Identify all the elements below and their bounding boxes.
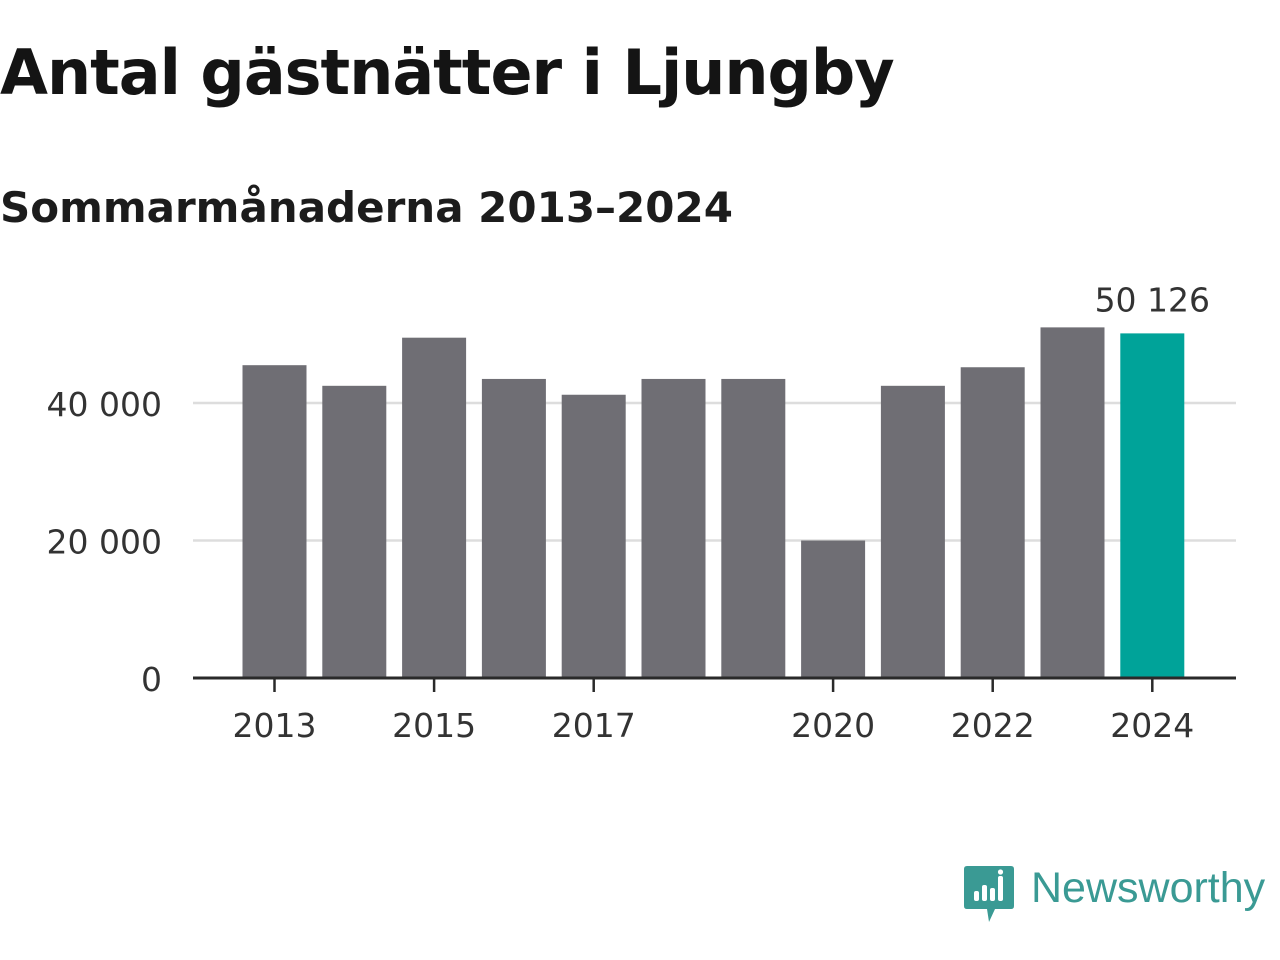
y-tick-label: 0: [141, 660, 162, 699]
x-tick-label: 2024: [1110, 706, 1194, 745]
bar-2022: [960, 367, 1025, 678]
bar-2023: [1040, 327, 1105, 678]
brand-name: Newsworthy: [1031, 864, 1266, 912]
y-axis-ticks: 0 20 000 40 000: [47, 385, 162, 699]
bar-2014: [322, 385, 387, 678]
x-tick-label: 2017: [552, 706, 636, 745]
bar-2020: [801, 540, 866, 678]
y-tick-label: 40 000: [47, 385, 162, 424]
value-labels: 50 126: [1095, 280, 1210, 319]
bar-2018: [641, 378, 706, 678]
bar-2017: [561, 394, 626, 678]
bar-2015: [402, 337, 467, 678]
bar-2024: [1120, 333, 1185, 678]
bar-2019: [721, 378, 786, 678]
chart-title: Antal gästnätter i Ljungby: [0, 36, 895, 109]
bar-chart: 0 20 000 40 000 2013 2015 2017 2020 2022 2024 5…: [47, 280, 1236, 745]
brand-logo: Newsworthy: [963, 864, 1273, 928]
x-tick-label: 2022: [951, 706, 1035, 745]
bar-2021: [880, 385, 945, 678]
bar-2013: [242, 365, 307, 678]
x-axis-ticks: 2013 2015 2017 2020 2022 2024: [233, 678, 1194, 745]
newsworthy-logo-icon: [964, 866, 1014, 922]
x-tick-label: 2013: [233, 706, 317, 745]
chart-subtitle: Sommarmånaderna 2013–2024: [0, 183, 733, 232]
x-tick-label: 2020: [791, 706, 875, 745]
value-label-2024: 50 126: [1095, 280, 1210, 319]
bars: [242, 327, 1185, 678]
x-tick-label: 2015: [392, 706, 476, 745]
bar-2016: [481, 378, 546, 678]
y-tick-label: 20 000: [47, 523, 162, 562]
